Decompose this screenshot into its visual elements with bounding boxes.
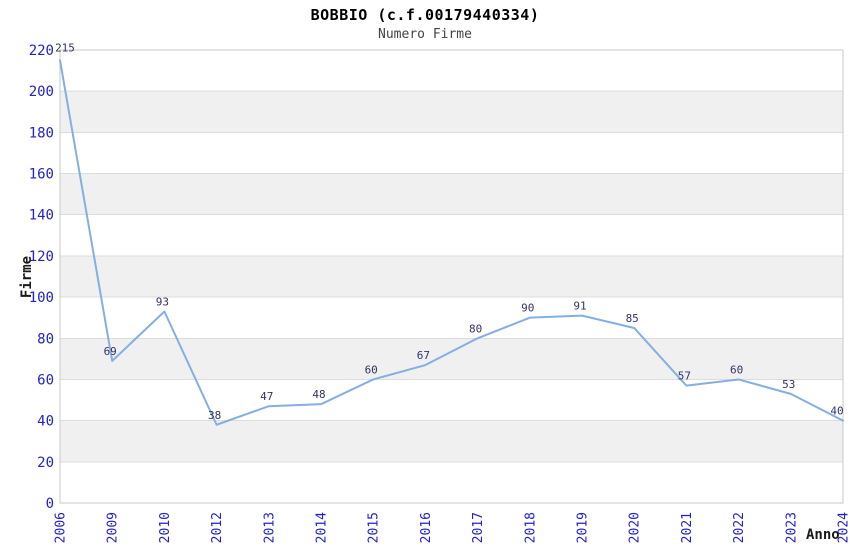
y-tick-label: 0: [46, 496, 54, 512]
plot-band: [60, 255, 843, 298]
plot-band: [60, 420, 843, 462]
y-tick-label: 220: [29, 43, 54, 59]
x-tick-label: 2009: [106, 512, 121, 543]
y-tick-label: 160: [29, 167, 54, 183]
plot-band: [60, 338, 843, 380]
x-tick-label: 2019: [576, 512, 591, 543]
point-label: 38: [208, 409, 221, 422]
x-tick-label: 2017: [471, 512, 486, 543]
point-label: 67: [417, 349, 430, 362]
chart-title: BOBBIO (c.f.00179440334): [310, 6, 540, 24]
x-tick-label: 2022: [732, 512, 747, 543]
x-tick-label: 2013: [262, 512, 277, 543]
x-tick-label: 2010: [158, 512, 173, 543]
x-tick-label: 2021: [680, 512, 695, 543]
y-tick-label: 120: [29, 249, 54, 265]
plot-band: [60, 173, 843, 215]
chart-subtitle: Numero Firme: [378, 27, 472, 42]
point-label: 80: [469, 322, 482, 335]
y-tick-label: 20: [37, 455, 54, 471]
y-tick-label: 180: [29, 125, 54, 141]
x-axis-title: Anno: [806, 527, 840, 543]
point-label: 40: [830, 405, 843, 418]
point-label: 47: [260, 390, 273, 403]
x-tick-label: 2018: [523, 512, 538, 543]
plot-border: [59, 49, 844, 504]
y-tick-label: 140: [29, 208, 54, 224]
x-tick-label: 2006: [54, 512, 69, 543]
y-tick-label: 40: [37, 414, 54, 430]
point-label: 48: [312, 388, 325, 401]
point-label: 69: [104, 345, 117, 358]
point-label: 60: [730, 363, 743, 376]
x-tick-label: 2015: [367, 512, 382, 543]
x-tick-label: 2012: [210, 512, 225, 543]
y-tick-label: 60: [37, 372, 54, 388]
point-label: 57: [678, 370, 691, 383]
point-label: 93: [156, 296, 169, 309]
y-tick-label: 80: [37, 331, 54, 347]
x-tick-label: 2016: [419, 512, 434, 543]
point-label: 90: [521, 302, 534, 315]
data-line: [59, 59, 844, 426]
x-tick-label: 2024: [837, 512, 850, 543]
point-label: 60: [365, 363, 378, 376]
x-tick-label: 2020: [628, 512, 643, 543]
x-tick-label: 2023: [784, 512, 799, 543]
point-label: 215: [55, 41, 75, 54]
y-tick-label: 100: [29, 290, 54, 306]
point-label: 85: [626, 312, 639, 325]
x-tick-label: 2014: [315, 512, 330, 543]
y-tick-label: 200: [29, 84, 54, 100]
point-label: 53: [782, 378, 795, 391]
plot-band: [60, 91, 843, 133]
point-label: 91: [573, 300, 586, 313]
